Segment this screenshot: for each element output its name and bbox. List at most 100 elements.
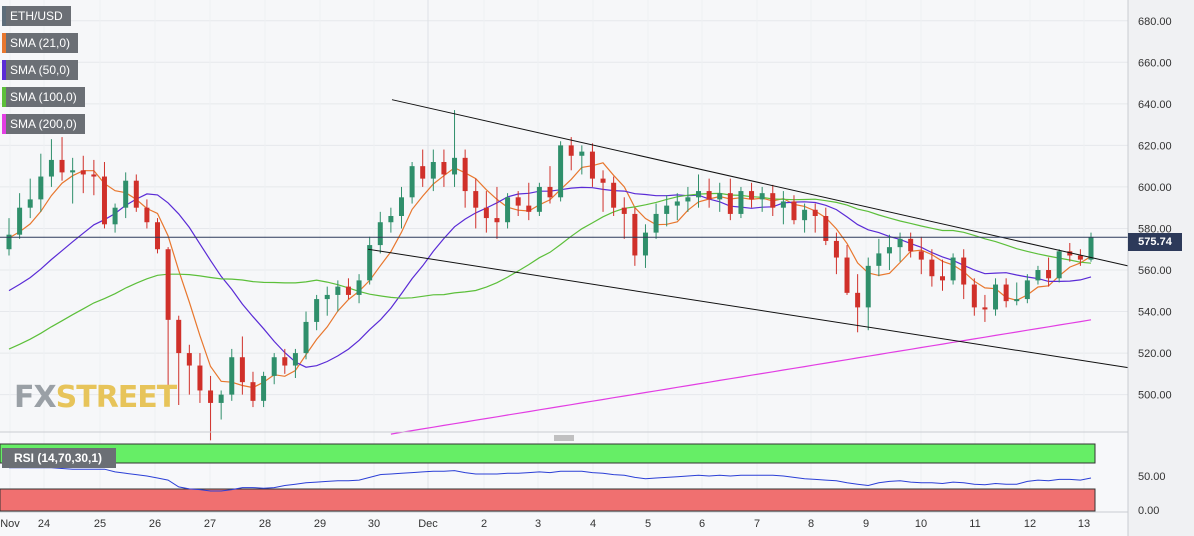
candle-body bbox=[547, 186, 553, 198]
rsi-label[interactable]: RSI (14,70,30,1) bbox=[2, 448, 117, 468]
legend-sma-21[interactable]: SMA (21,0) bbox=[2, 33, 79, 53]
candle-body bbox=[526, 205, 532, 212]
candle-body bbox=[165, 249, 171, 320]
candle-body bbox=[791, 201, 797, 221]
candle-body bbox=[950, 257, 956, 281]
candle bbox=[855, 274, 861, 333]
candle bbox=[1046, 257, 1052, 287]
candle bbox=[186, 344, 192, 395]
candle-body bbox=[770, 193, 776, 208]
sma-200-line bbox=[390, 319, 1092, 435]
candle-body bbox=[420, 166, 426, 179]
candle bbox=[398, 186, 404, 229]
candle bbox=[642, 224, 648, 268]
candle bbox=[430, 149, 436, 192]
candle bbox=[621, 197, 627, 239]
candle-body bbox=[1024, 280, 1030, 300]
x-tick-label: 29 bbox=[314, 518, 326, 530]
legend-sma-50[interactable]: SMA (50,0) bbox=[2, 60, 79, 80]
x-tick-label: 12 bbox=[1024, 518, 1036, 530]
candle-body bbox=[685, 197, 691, 202]
candle bbox=[727, 178, 733, 221]
candle-body bbox=[653, 213, 659, 233]
x-tick-label: 28 bbox=[259, 518, 271, 530]
legend-ethusd[interactable]: ETH/USD bbox=[2, 6, 71, 26]
candle bbox=[388, 207, 394, 233]
candle-body bbox=[377, 222, 383, 246]
candle-body bbox=[833, 240, 839, 258]
current-price-tag: 575.74 bbox=[1128, 233, 1182, 251]
candle bbox=[568, 137, 574, 171]
candle bbox=[229, 348, 235, 401]
x-tick-label: Nov bbox=[0, 518, 20, 530]
candle bbox=[176, 315, 182, 405]
candle bbox=[462, 149, 468, 208]
candle bbox=[717, 182, 723, 212]
candle bbox=[494, 186, 500, 239]
candle bbox=[112, 203, 118, 233]
x-tick-label: 10 bbox=[915, 518, 927, 530]
candle-body bbox=[271, 357, 277, 376]
candle bbox=[674, 193, 680, 221]
candle bbox=[547, 166, 553, 204]
candle-body bbox=[250, 382, 256, 401]
candle bbox=[409, 162, 415, 204]
candle-body bbox=[112, 207, 118, 225]
candle bbox=[356, 274, 362, 304]
candle bbox=[1077, 249, 1083, 266]
candle-body bbox=[388, 216, 394, 223]
candle-body bbox=[473, 191, 479, 208]
candle-body bbox=[802, 209, 808, 221]
legend-sma-100[interactable]: SMA (100,0) bbox=[2, 87, 85, 107]
candle-body bbox=[335, 286, 341, 295]
candle bbox=[653, 203, 659, 239]
candle bbox=[70, 157, 76, 204]
candle-body bbox=[568, 145, 574, 156]
candle bbox=[101, 162, 107, 229]
candle bbox=[208, 375, 214, 441]
candle bbox=[929, 249, 935, 287]
candle bbox=[27, 178, 33, 219]
candle bbox=[441, 149, 447, 187]
candle bbox=[791, 195, 797, 225]
candle-body bbox=[38, 176, 44, 200]
candle-body bbox=[218, 394, 224, 403]
legend-sma-200[interactable]: SMA (200,0) bbox=[2, 114, 85, 134]
x-tick-label: 26 bbox=[149, 518, 161, 530]
x-tick-label: 4 bbox=[590, 518, 596, 530]
candle-body bbox=[812, 209, 818, 216]
candle-body bbox=[1014, 299, 1020, 302]
candle-body bbox=[452, 157, 458, 175]
candle bbox=[133, 174, 139, 212]
candle-body bbox=[1088, 237, 1094, 260]
candle bbox=[282, 348, 288, 374]
candle-body bbox=[844, 257, 850, 293]
candle-body bbox=[483, 207, 489, 219]
candle-body bbox=[738, 191, 744, 214]
candle bbox=[600, 170, 606, 212]
x-tick-label: 11 bbox=[969, 518, 980, 530]
candle bbox=[939, 259, 945, 291]
candle bbox=[335, 280, 341, 312]
candle-body bbox=[982, 307, 988, 310]
candle-body bbox=[176, 319, 182, 354]
candle bbox=[1035, 265, 1041, 285]
candle bbox=[1003, 278, 1009, 308]
candle-body bbox=[17, 207, 23, 235]
candle-body bbox=[579, 151, 585, 156]
candle bbox=[377, 211, 383, 254]
candle-body bbox=[1003, 284, 1009, 302]
candle bbox=[515, 191, 521, 216]
candle bbox=[918, 236, 924, 275]
candle bbox=[48, 139, 54, 187]
candle bbox=[589, 143, 595, 187]
candle-body bbox=[314, 299, 320, 322]
x-tick-label: 13 bbox=[1078, 518, 1090, 530]
candle bbox=[239, 336, 245, 395]
y-tick-label: 500.00 bbox=[1138, 390, 1172, 402]
candle bbox=[1014, 282, 1020, 306]
candle-body bbox=[133, 180, 139, 208]
candle bbox=[1056, 249, 1062, 283]
